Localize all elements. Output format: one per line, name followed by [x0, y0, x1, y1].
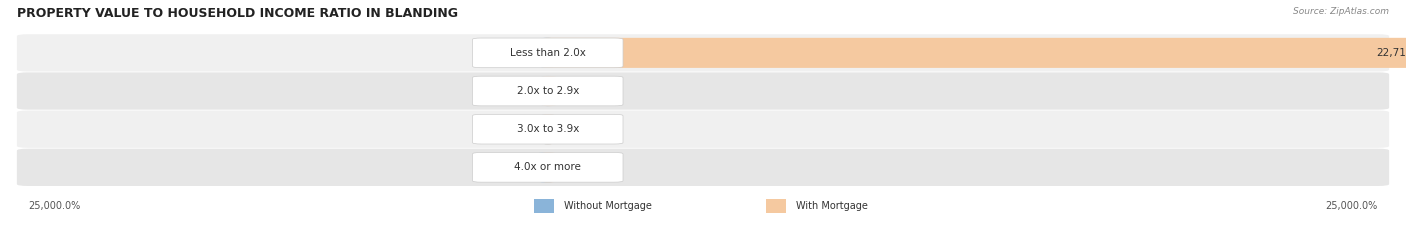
FancyBboxPatch shape	[472, 114, 623, 144]
Text: With Mortgage: With Mortgage	[796, 201, 868, 211]
FancyBboxPatch shape	[17, 110, 1389, 148]
Text: 24.7%: 24.7%	[505, 48, 538, 58]
Text: 2.0x to 2.9x: 2.0x to 2.9x	[516, 86, 579, 96]
FancyBboxPatch shape	[17, 72, 1389, 110]
Text: 4.0x or more: 4.0x or more	[515, 162, 581, 172]
Text: 3.0x to 3.9x: 3.0x to 3.9x	[516, 124, 579, 134]
Text: Source: ZipAtlas.com: Source: ZipAtlas.com	[1294, 7, 1389, 16]
Text: 25,000.0%: 25,000.0%	[28, 201, 80, 211]
Text: 25,000.0%: 25,000.0%	[1326, 201, 1378, 211]
Text: Less than 2.0x: Less than 2.0x	[510, 48, 586, 58]
FancyBboxPatch shape	[543, 114, 554, 144]
Text: 27.3%: 27.3%	[558, 162, 591, 172]
FancyBboxPatch shape	[766, 199, 786, 213]
FancyBboxPatch shape	[543, 38, 1406, 68]
Text: 10.1%: 10.1%	[506, 86, 538, 96]
FancyBboxPatch shape	[543, 114, 554, 144]
Text: 2.4%: 2.4%	[513, 124, 540, 134]
Text: 22,711.3%: 22,711.3%	[1376, 48, 1406, 58]
Text: 38.9%: 38.9%	[558, 86, 592, 96]
FancyBboxPatch shape	[17, 34, 1389, 72]
FancyBboxPatch shape	[472, 38, 623, 68]
FancyBboxPatch shape	[534, 199, 554, 213]
Text: PROPERTY VALUE TO HOUSEHOLD INCOME RATIO IN BLANDING: PROPERTY VALUE TO HOUSEHOLD INCOME RATIO…	[17, 7, 458, 20]
Text: 14.7%: 14.7%	[557, 124, 591, 134]
FancyBboxPatch shape	[538, 152, 554, 182]
Text: 62.8%: 62.8%	[503, 162, 536, 172]
FancyBboxPatch shape	[17, 149, 1389, 186]
Text: Without Mortgage: Without Mortgage	[564, 201, 652, 211]
FancyBboxPatch shape	[543, 76, 555, 106]
FancyBboxPatch shape	[541, 38, 554, 68]
FancyBboxPatch shape	[472, 152, 623, 182]
FancyBboxPatch shape	[472, 76, 623, 106]
FancyBboxPatch shape	[541, 76, 554, 106]
FancyBboxPatch shape	[543, 152, 555, 182]
